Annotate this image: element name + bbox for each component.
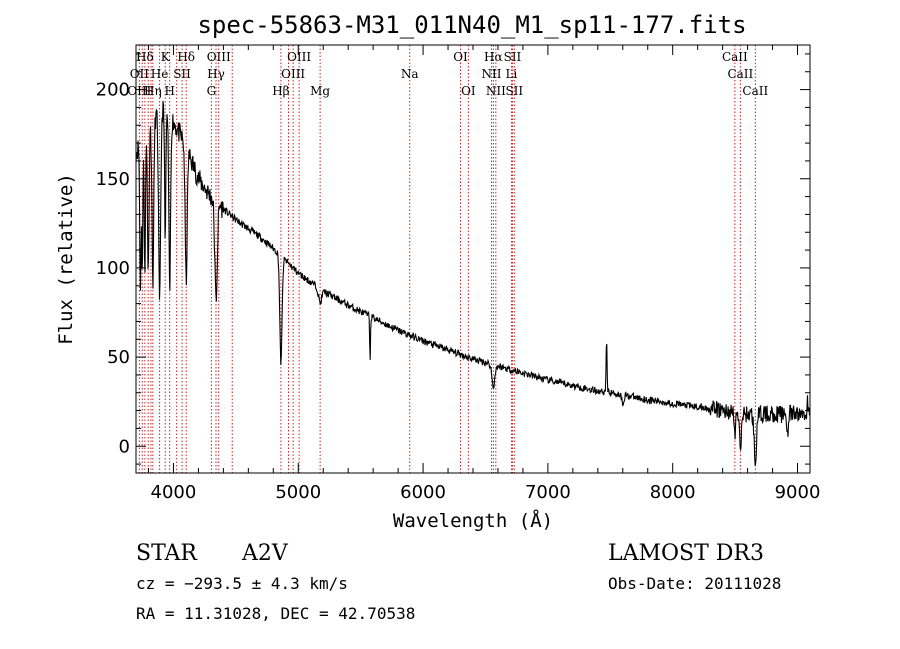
line-marker-label: OIII [207,50,231,64]
line-marker-label: SII [504,50,522,64]
line-marker-label: CaII [727,67,753,81]
x-tick-label: 4000 [151,482,197,503]
line-markers [138,45,756,473]
line-marker-label: OIII [127,84,151,98]
line-marker-label: Na [401,67,419,81]
line-marker-label: NII [481,67,501,81]
line-marker-label: OI [453,50,468,64]
y-tick-label: 100 [96,258,130,279]
spectral-subclass: A2V [241,541,289,566]
x-tick-label: 6000 [400,482,446,503]
line-marker-label: Hδ [177,50,195,64]
line-marker-label: K [161,50,171,64]
redshift-readout: cz = −293.5 ± 4.3 km/s [136,574,348,593]
line-marker-label: NII [486,84,506,98]
line-marker-label: G [207,84,217,98]
x-axis-label: Wavelength (Å) [393,509,553,532]
line-marker-label: Hγ [207,67,225,81]
line-marker-label: Hη [144,84,162,98]
spectrum-trace [135,100,811,466]
chart-title: spec-55863-M31_011N40_M1_sp11-177.fits [197,11,746,39]
line-marker-label: H [164,84,174,98]
y-axis-label: Flux (relative) [55,173,77,345]
x-tick-label: 8000 [650,482,696,503]
y-tick-label: 200 [96,80,130,101]
line-marker-label: Hδ [136,50,154,64]
y-tick-label: 0 [119,436,130,457]
line-marker-label: He [151,67,169,81]
line-marker-label: Li [506,67,518,81]
y-tick-label: 150 [96,169,130,190]
object-class: STAR [136,541,198,566]
survey-name: LAMOST DR3 [608,541,764,566]
line-marker-label: CaII [742,84,768,98]
line-marker-label: Hα [484,50,503,64]
line-marker-label: OIII [287,50,311,64]
line-marker-label: SII [173,67,191,81]
axis-ticks: 4000 5000 6000 7000 8000 9000 0 50 100 150 200 [96,45,821,503]
line-marker-label: OI [461,84,476,98]
line-marker-label: OII [130,67,150,81]
x-tick-label: 7000 [525,482,571,503]
line-marker-label: Mg [310,84,330,98]
line-marker-label: CaII [722,50,748,64]
line-marker-label: Hβ [272,84,289,98]
line-marker-label: SII [505,84,523,98]
x-tick-label: 9000 [775,482,821,503]
line-marker-label: OIII [281,67,305,81]
obs-date: Obs-Date: 20111028 [608,574,781,593]
coordinates: RA = 11.31028, DEC = 42.70538 [136,604,415,623]
spectrum-line [135,100,811,466]
x-tick-label: 5000 [275,482,321,503]
y-tick-label: 50 [107,347,130,368]
